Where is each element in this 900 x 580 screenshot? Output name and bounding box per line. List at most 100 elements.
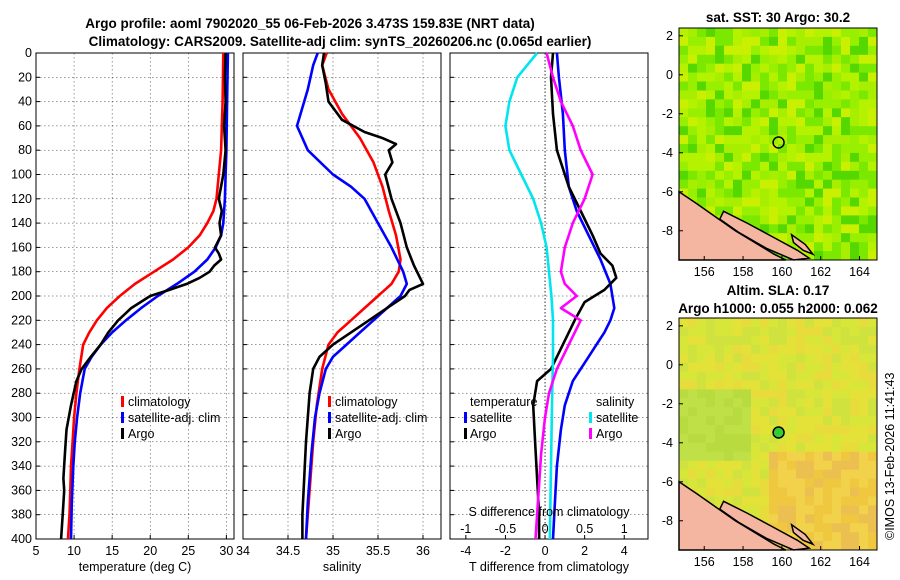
map-cell (787, 72, 797, 82)
map-cell (760, 353, 770, 364)
map-cell (823, 215, 833, 225)
map-cell (823, 451, 833, 462)
map-cell (778, 45, 788, 56)
map-cell (868, 505, 878, 515)
map-cell (814, 442, 824, 453)
map-cell (787, 188, 797, 198)
y-tick-label: 120 (11, 192, 32, 206)
map-cell (715, 398, 725, 408)
map-cell (859, 344, 869, 355)
map-cell (832, 505, 842, 515)
map-cell (778, 335, 788, 346)
map-cell (697, 318, 707, 328)
map-cell (859, 335, 869, 346)
map-cell (850, 318, 860, 328)
map-cell (733, 135, 743, 145)
map-cell (796, 126, 806, 136)
map-x-tick-label: 164 (849, 265, 870, 279)
map-cell (823, 362, 833, 372)
map-cell (688, 170, 698, 181)
map-cell (706, 416, 716, 426)
x-tick-label: 0 (542, 544, 549, 558)
map-cell (823, 496, 833, 506)
map-cell (787, 206, 797, 216)
y-tick-label: 160 (11, 240, 32, 254)
map-cell (733, 380, 743, 390)
map-cell (751, 126, 761, 136)
map-cell (841, 215, 851, 225)
x-tick-label: 20 (143, 544, 157, 558)
map-cell (688, 135, 698, 145)
map-cell (742, 28, 752, 38)
map-cell (688, 434, 698, 444)
legend-swatch-temp-satellite (464, 412, 467, 423)
map-cell (733, 63, 743, 74)
x-tick-label: 30 (219, 544, 233, 558)
map-cell (778, 523, 788, 533)
map-cell (742, 63, 752, 74)
series-line (534, 52, 594, 540)
map-cell (832, 135, 842, 145)
map-cell (715, 335, 725, 346)
map-cell (688, 425, 698, 435)
map-cell (760, 478, 770, 488)
map-cell (778, 170, 788, 181)
map-cell (796, 523, 806, 533)
map-cell (706, 36, 716, 47)
map-cell (850, 371, 860, 381)
map-cell (715, 371, 725, 381)
map-cell (724, 63, 734, 74)
map-cell (688, 469, 698, 480)
map-cell (706, 460, 716, 471)
map-x-tick-label: 162 (810, 265, 831, 279)
map-cell (859, 126, 869, 136)
map-cell (832, 389, 842, 399)
map-cell (733, 117, 743, 127)
map-cell (769, 144, 779, 154)
map-cell (715, 389, 725, 399)
map-cell (715, 108, 725, 118)
map-cell (859, 380, 869, 390)
x-tick-label: 25 (181, 544, 195, 558)
map-cell (841, 514, 851, 524)
map-cell (796, 398, 806, 408)
map-cell (814, 407, 824, 417)
map-cell (850, 197, 860, 207)
map-cell (715, 478, 725, 488)
map-cell (778, 326, 788, 337)
map-cell (751, 81, 761, 91)
map-cell (832, 532, 842, 542)
map-cell (814, 108, 824, 118)
map-cell (814, 541, 824, 551)
map-cell (787, 505, 797, 515)
map-cell (769, 170, 779, 181)
map-cell (859, 188, 869, 198)
map-cell (751, 108, 761, 118)
map-cell (823, 505, 833, 515)
map-cell (697, 144, 707, 154)
map-cell (805, 197, 815, 207)
map-cell (796, 197, 806, 207)
map-cell (787, 398, 797, 408)
map-cell (679, 371, 689, 381)
map-cell (823, 126, 833, 136)
map-cell (796, 179, 806, 190)
map-cell (868, 117, 878, 127)
map-cell (724, 425, 734, 435)
map-cell (742, 326, 752, 337)
map-cell (832, 478, 842, 488)
map-cell (796, 514, 806, 524)
map-cell (787, 108, 797, 118)
map-cell (778, 460, 788, 471)
map-cell (769, 496, 779, 506)
map-cell (859, 36, 869, 47)
map-cell (823, 469, 833, 480)
map-cell (832, 28, 842, 38)
legend-label-argo: Argo (335, 427, 361, 441)
y-tick-label: 340 (11, 459, 32, 473)
map-cell (814, 215, 824, 225)
map-cell (778, 434, 788, 444)
map-cell (850, 224, 860, 234)
map-cell (823, 416, 833, 426)
map-cell (706, 442, 716, 453)
